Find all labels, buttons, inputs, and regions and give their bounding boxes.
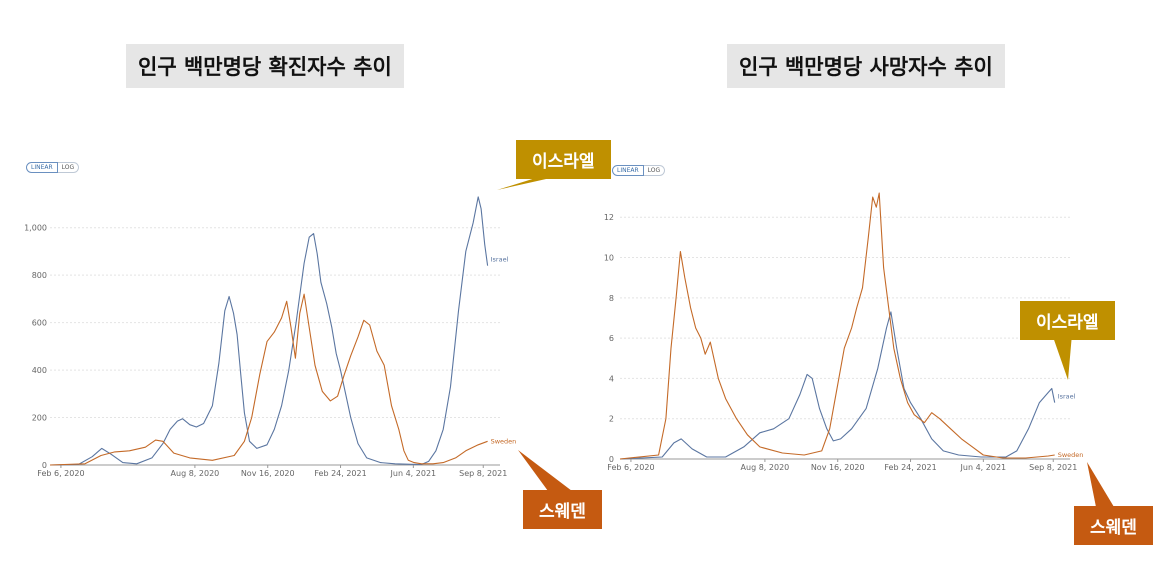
y-tick-label: 8 xyxy=(609,294,614,303)
y-tick-label: 0 xyxy=(42,461,47,470)
x-tick-label: Aug 8, 2020 xyxy=(171,469,220,478)
series-end-label-israel: Israel xyxy=(1058,393,1076,401)
right-log-button[interactable]: LOG xyxy=(643,165,666,176)
x-tick-label: Feb 6, 2020 xyxy=(37,469,84,478)
left-linear-button[interactable]: LINEAR xyxy=(26,162,58,173)
y-tick-label: 0 xyxy=(609,455,614,464)
y-tick-label: 12 xyxy=(604,213,614,222)
x-tick-label: Nov 16, 2020 xyxy=(811,463,865,472)
x-tick-label: Feb 6, 2020 xyxy=(607,463,654,472)
y-tick-label: 1,000 xyxy=(24,224,47,233)
x-tick-label: Jun 4, 2021 xyxy=(960,463,1007,472)
y-tick-label: 400 xyxy=(32,366,47,375)
x-tick-label: Feb 24, 2021 xyxy=(314,469,366,478)
series-line-sweden xyxy=(619,192,1055,460)
y-tick-label: 4 xyxy=(609,374,614,383)
right-chart: 0 2 4 6 8 10 12 Feb 6, 2020 Aug 8, 2020 Nov 16, 2… xyxy=(604,192,1084,472)
series-end-label-sweden: Sweden xyxy=(1058,451,1084,459)
right-linear-button[interactable]: LINEAR xyxy=(612,165,644,176)
right-israel-callout: 이스라엘 xyxy=(1020,301,1115,340)
left-israel-callout: 이스라엘 xyxy=(516,140,611,179)
series-end-label-israel: Israel xyxy=(491,256,509,264)
y-tick-label: 2 xyxy=(609,415,614,424)
left-log-button[interactable]: LOG xyxy=(57,162,80,173)
series-line-israel xyxy=(619,311,1056,460)
right-scale-toggle[interactable]: LINEAR LOG xyxy=(612,165,666,176)
series-line-sweden xyxy=(49,293,488,466)
left-sweden-callout: 스웨덴 xyxy=(523,490,602,529)
right-sweden-pointer xyxy=(1087,462,1114,507)
y-tick-label: 200 xyxy=(32,414,47,423)
right-israel-pointer xyxy=(1052,334,1072,380)
right-sweden-callout: 스웨덴 xyxy=(1074,506,1153,545)
left-chart: 0 200 400 600 800 1,000 Feb 6, 2020 Aug 8, 2020… xyxy=(24,196,517,478)
left-chart-title: 인구 백만명당 확진자수 추이 xyxy=(126,44,404,88)
right-chart-title: 인구 백만명당 사망자수 추이 xyxy=(727,44,1005,88)
series-end-label-sweden: Sweden xyxy=(491,437,517,445)
x-tick-label: Sep 8, 2021 xyxy=(1029,463,1077,472)
x-tick-label: Aug 8, 2020 xyxy=(741,463,790,472)
left-scale-toggle[interactable]: LINEAR LOG xyxy=(26,162,80,173)
x-tick-label: Sep 8, 2021 xyxy=(459,469,507,478)
y-tick-label: 10 xyxy=(604,254,614,263)
y-tick-label: 600 xyxy=(32,319,47,328)
x-tick-label: Jun 4, 2021 xyxy=(390,469,437,478)
series-line-israel xyxy=(49,196,489,466)
left-sweden-pointer xyxy=(518,450,572,491)
x-tick-label: Feb 24, 2021 xyxy=(884,463,936,472)
y-tick-label: 6 xyxy=(609,334,614,343)
x-tick-label: Nov 16, 2020 xyxy=(241,469,295,478)
y-tick-label: 800 xyxy=(32,271,47,280)
